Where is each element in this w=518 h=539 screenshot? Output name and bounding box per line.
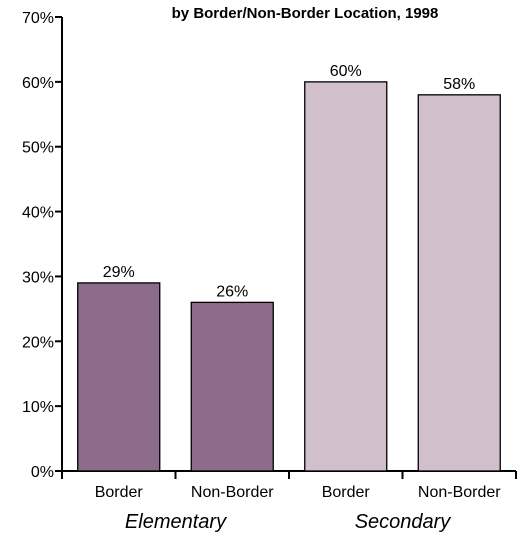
data-label: 60%	[330, 63, 362, 80]
data-label: 26%	[216, 283, 248, 300]
bar	[304, 81, 388, 472]
category-label: Non-Border	[191, 484, 274, 501]
data-label: 58%	[443, 76, 475, 93]
group-label: Secondary	[355, 511, 452, 533]
y-tick-label: 30%	[22, 269, 54, 286]
category-label: Non-Border	[418, 484, 501, 501]
y-tick-label: 60%	[22, 75, 54, 92]
y-tick-label: 40%	[22, 205, 54, 222]
data-label: 29%	[103, 264, 135, 281]
category-label: Border	[95, 484, 144, 501]
y-tick-label: 10%	[22, 399, 54, 416]
y-tick-label: 50%	[22, 140, 54, 157]
chart-title: by Border/Non-Border Location, 1998	[172, 5, 439, 22]
category-label: Border	[322, 484, 371, 501]
y-tick-label: 20%	[22, 334, 54, 351]
bar	[190, 301, 274, 472]
y-tick-label: 0%	[31, 464, 54, 481]
bars	[77, 81, 501, 472]
y-tick-label: 70%	[22, 10, 54, 27]
bar	[417, 94, 501, 472]
labels: 29% Border 26% Non-Border 60% Border 58% Non-Bo…	[95, 63, 502, 533]
group-label: Elementary	[125, 511, 227, 533]
bar	[77, 282, 161, 472]
